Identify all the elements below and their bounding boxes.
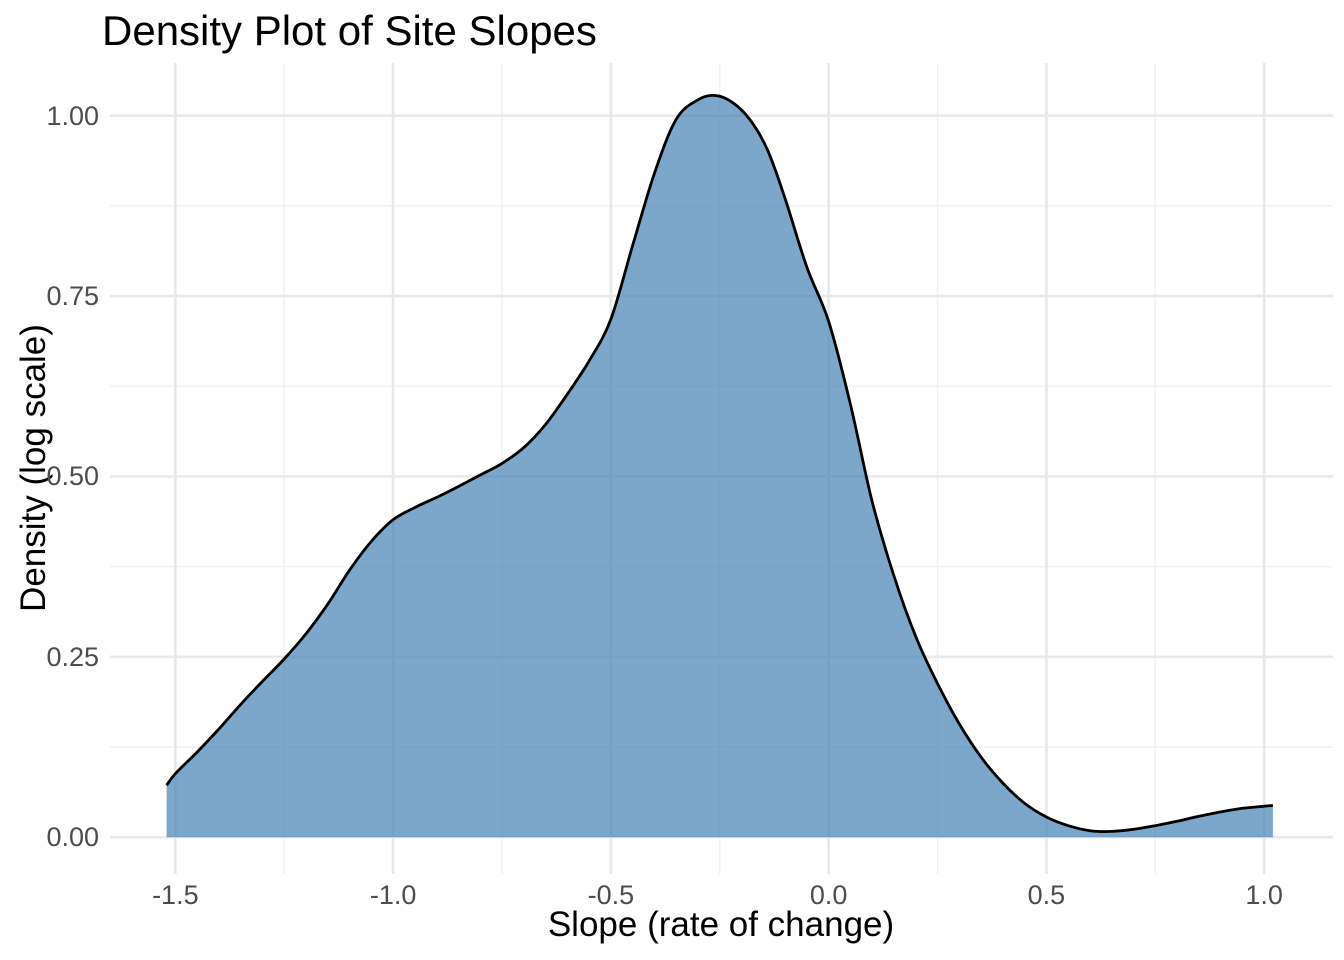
x-tick-label: 0.5 [1027, 880, 1066, 910]
plot-panel [110, 63, 1333, 874]
x-axis-title: Slope (rate of change) [547, 905, 895, 944]
x-tick-label: -1.0 [369, 880, 417, 910]
y-tick-label: 0.00 [46, 822, 99, 853]
density-curve [165, 93, 1273, 833]
y-tick-label: 0.50 [46, 461, 99, 492]
y-tick-label: 0.25 [46, 641, 99, 672]
x-tick-label: 0.0 [809, 880, 848, 910]
y-tick-label: 1.00 [46, 100, 99, 131]
y-tick-label: 0.75 [46, 281, 99, 312]
x-tick-label: -1.5 [152, 880, 199, 910]
plot-title: Density Plot of Site Slopes [102, 7, 597, 54]
x-tick-label: 1.0 [1245, 880, 1283, 910]
density-area [166, 95, 1273, 838]
x-tick-label: -0.5 [587, 880, 635, 910]
